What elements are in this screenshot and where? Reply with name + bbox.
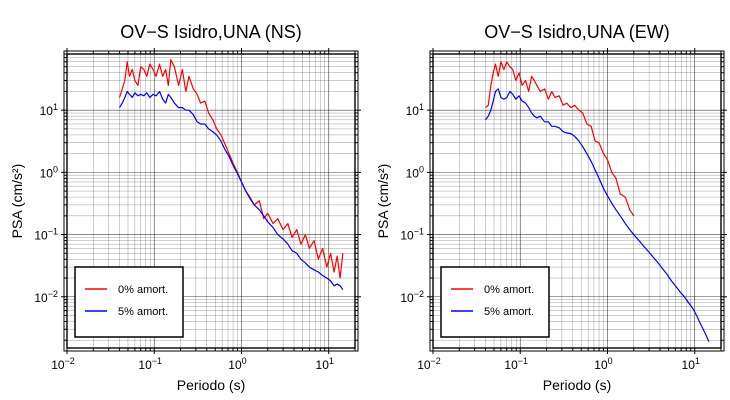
x-tick-label-base: 10 — [682, 358, 696, 372]
x-tick-label-base: 10 — [594, 358, 608, 372]
y-tick-label-base: 10 — [34, 291, 48, 305]
y-tick-label-exponent: −2 — [414, 289, 424, 299]
y-tick-label-base: 10 — [400, 229, 414, 243]
y-tick-label: 100 — [40, 164, 58, 180]
y-tick-label-base: 10 — [34, 229, 48, 243]
x-tick-label-exponent: −2 — [65, 356, 75, 366]
x-tick-label-exponent: 0 — [242, 356, 247, 366]
legend-box — [441, 267, 549, 337]
y-axis-label: PSA (cm/s²) — [375, 164, 391, 239]
y-tick-label-base: 10 — [406, 166, 420, 180]
x-tick-label: 101 — [316, 356, 334, 372]
x-tick-label-base: 10 — [417, 358, 431, 372]
legend-label-2: 5% amort. — [484, 306, 534, 318]
x-tick-label: 10−2 — [417, 356, 441, 372]
x-tick-label: 100 — [228, 356, 246, 372]
legend-label-1: 0% amort. — [484, 284, 534, 296]
x-tick-label-exponent: 0 — [608, 356, 613, 366]
x-tick-label: 10−1 — [504, 356, 528, 372]
y-tick-label: 10−1 — [34, 227, 58, 243]
x-tick-label-exponent: −1 — [518, 356, 528, 366]
legend: 0% amort. 5% amort. — [441, 267, 549, 337]
legend-label-1: 0% amort. — [118, 284, 168, 296]
x-tick-label-exponent: −1 — [152, 356, 162, 366]
x-tick-label-exponent: −2 — [431, 356, 441, 366]
y-tick-label-base: 10 — [406, 104, 420, 118]
y-tick-label-exponent: 1 — [419, 102, 424, 112]
x-tick-label-base: 10 — [138, 358, 152, 372]
x-tick-label-base: 10 — [51, 358, 65, 372]
y-tick-label: 10−1 — [400, 227, 424, 243]
series-line-1 — [486, 62, 634, 216]
x-tick-label-base: 10 — [504, 358, 518, 372]
y-tick-label: 10−2 — [400, 289, 424, 305]
x-tick-label: 10−1 — [138, 356, 162, 372]
y-tick-label-exponent: −2 — [48, 289, 58, 299]
y-tick-label: 101 — [406, 102, 424, 118]
legend: 0% amort. 5% amort. — [75, 267, 183, 337]
y-tick-label-base: 10 — [40, 104, 54, 118]
y-tick-label-exponent: −1 — [414, 227, 424, 237]
x-tick-label: 100 — [594, 356, 612, 372]
x-tick-label: 101 — [682, 356, 700, 372]
y-tick-label-exponent: 0 — [53, 164, 58, 174]
x-axis-label: Periodo (s) — [177, 377, 245, 393]
y-tick-label-base: 10 — [40, 166, 54, 180]
legend-label-2: 5% amort. — [118, 306, 168, 318]
y-tick-label: 10−2 — [34, 289, 58, 305]
x-tick-label-exponent: 1 — [329, 356, 334, 366]
x-tick-label-exponent: 1 — [695, 356, 700, 366]
y-tick-label-exponent: −1 — [48, 227, 58, 237]
x-tick-label: 10−2 — [51, 356, 75, 372]
y-axis-label: PSA (cm/s²) — [9, 164, 25, 239]
chart-title: OV−S Isidro,UNA (NS) — [120, 22, 302, 42]
x-tick-label-base: 10 — [316, 358, 330, 372]
y-tick-label: 100 — [406, 164, 424, 180]
x-axis-label: Periodo (s) — [543, 377, 611, 393]
y-tick-label-base: 10 — [400, 291, 414, 305]
y-tick-label-exponent: 0 — [419, 164, 424, 174]
chart-title: OV−S Isidro,UNA (EW) — [484, 22, 670, 42]
y-tick-label: 101 — [40, 102, 58, 118]
y-tick-label-exponent: 1 — [53, 102, 58, 112]
x-tick-label-base: 10 — [228, 358, 242, 372]
legend-box — [75, 267, 183, 337]
